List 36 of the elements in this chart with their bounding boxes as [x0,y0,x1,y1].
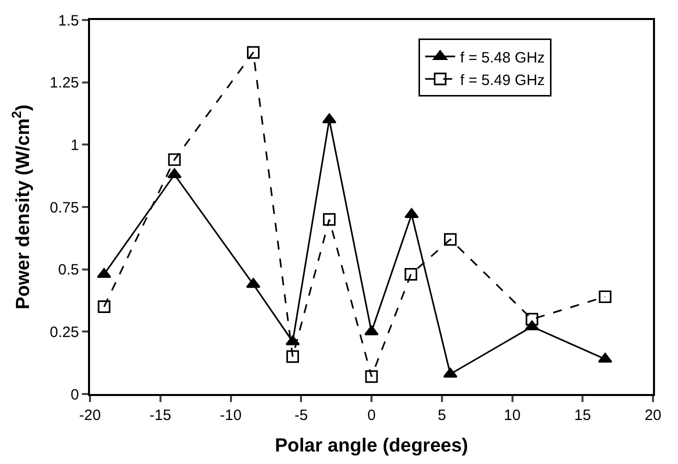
y-tick-label: 1.25 [50,74,79,92]
point [98,300,110,314]
point [322,213,336,226]
point [246,278,260,288]
point [365,370,378,383]
y-tick-label: 0.75 [50,199,79,216]
point [246,46,260,59]
point [168,153,181,166]
y-tick-label: 0.5 [58,262,79,279]
legend-label: f = 5.48 GHz [460,49,545,66]
point [598,290,612,304]
y-tick-label: 1.5 [58,12,79,30]
x-tick-label: -20 [79,407,101,424]
y-tick-label: 1 [70,136,79,154]
point [443,368,458,378]
y-tick-label: 0 [70,386,79,404]
point [286,350,299,363]
x-tick-label: 15 [574,407,591,424]
x-tick-label: 20 [644,407,662,424]
x-tick-label: 5 [438,407,446,424]
point [364,325,379,336]
point [444,233,457,246]
point [598,352,612,363]
point [322,113,336,124]
point [526,312,538,326]
x-tick-label: 10 [504,407,521,424]
point [404,268,418,281]
x-axis-title: Polar angle (degrees) [274,435,468,456]
x-tick-label: -15 [150,407,172,424]
point [404,208,419,218]
x-tick-label: -10 [220,407,242,424]
legend-label: f = 5.49 GHz [460,72,545,89]
y-tick-label: 0.25 [50,324,79,341]
x-tick-label: 0 [367,407,376,424]
x-tick-label: -5 [294,407,308,424]
point [167,168,182,178]
